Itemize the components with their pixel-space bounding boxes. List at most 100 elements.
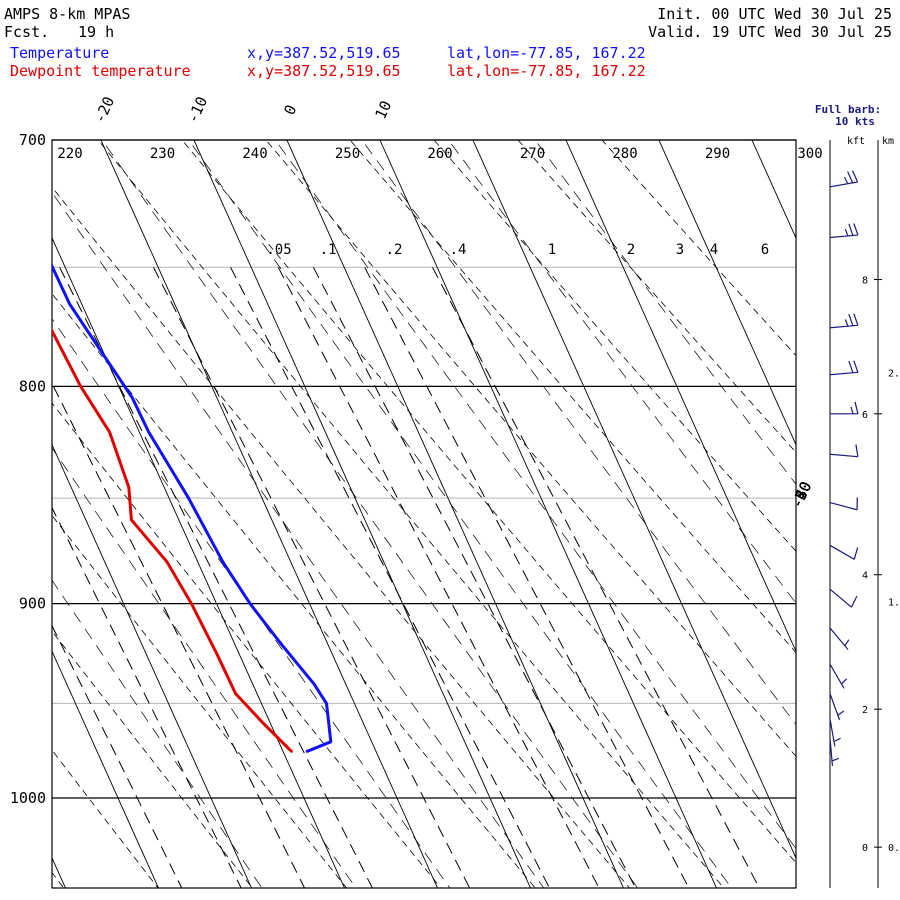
wind-barb-staff (829, 501, 858, 511)
dry-adiabat (52, 749, 159, 888)
wind-barb (829, 313, 859, 329)
wind-barb (829, 588, 858, 608)
isotherm-line (52, 856, 66, 888)
isotherm-line (52, 443, 252, 888)
mixing-ratio-line (52, 506, 242, 888)
dry-adiabat (52, 402, 442, 888)
theta-label: 270 (520, 146, 545, 162)
valid-time: Valid. 19 UTC Wed 30 Jul 25 (648, 23, 892, 41)
pressure-label: 700 (19, 131, 46, 149)
moist-adiabat (188, 140, 732, 888)
kft-tick-label: 8 (862, 276, 868, 287)
wind-barb-staff (829, 663, 845, 689)
mixing-ratio-label: .2 (386, 242, 403, 258)
wind-barb-half (844, 319, 849, 327)
dry-adiabat (52, 514, 348, 888)
isotherm-line (52, 236, 345, 888)
wind-barb (829, 663, 847, 689)
dry-adiabat (433, 140, 796, 552)
wind-barb (829, 444, 859, 458)
isotherm-line (658, 140, 796, 446)
dry-adiabat (517, 140, 796, 453)
theta-label: 300 (797, 146, 822, 162)
wind-barb-full (853, 223, 859, 236)
km-unit-label: km (882, 136, 894, 147)
moist-adiabat (52, 447, 357, 888)
isotherm-label: -10 (183, 94, 211, 126)
mixing-ratio-label: .4 (450, 242, 467, 258)
kft-tick-label: 0 (862, 843, 868, 854)
wind-barb-staff (829, 693, 841, 721)
wind-barb-staff (829, 544, 855, 560)
dry-adiabat (97, 140, 725, 888)
mixing-ratio-label: 2 (627, 242, 635, 258)
dry-adiabat (181, 140, 796, 864)
pressure-label: 1000 (10, 789, 46, 807)
mixing-ratio-line (52, 624, 183, 888)
isotherm-line (286, 140, 624, 888)
km-tick-label: 2. (888, 368, 900, 379)
dry-adiabat (265, 140, 796, 757)
isotherm-line (379, 140, 717, 888)
wind-barb-half (831, 757, 840, 762)
forecast-label: Fcst. (4, 23, 50, 41)
plot-frame (51, 139, 797, 889)
theta-label: 290 (705, 146, 730, 162)
theta-label: 230 (150, 146, 175, 162)
dry-adiabat (52, 186, 631, 888)
wind-barb-half (833, 737, 841, 743)
full-barb-title: Full barb: (815, 103, 881, 116)
full-barb-speed: 10 kts (835, 115, 875, 128)
wind-barb (830, 401, 859, 415)
mixing-ratio-line (312, 267, 637, 888)
theta-label: 250 (335, 146, 360, 162)
wind-barb-staff (829, 588, 852, 608)
wind-barb-half (841, 678, 847, 685)
dry-adiabat (52, 293, 536, 888)
isotherm-label: 10 (371, 98, 395, 122)
km-tick-label: 0. (888, 843, 900, 854)
mixing-ratio-line (364, 267, 690, 888)
wind-barb-staff (829, 181, 858, 188)
moist-adiabat (52, 579, 263, 888)
wind-barb-full (848, 223, 854, 236)
wind-barb-full (850, 595, 858, 608)
kft-tick-label: 6 (862, 410, 868, 421)
init-time: Init. 00 UTC Wed 30 Jul 25 (657, 5, 892, 23)
wind-barb-half (844, 228, 849, 237)
theta-label: 280 (612, 146, 637, 162)
isotherm-label: -30 (788, 479, 816, 511)
wind-barb-full (851, 170, 859, 183)
km-tick-label: 1. (888, 598, 900, 609)
theta-label: 240 (242, 146, 267, 162)
temperature-profile (52, 262, 333, 753)
theta-label: 220 (57, 146, 82, 162)
moist-adiabat (274, 140, 796, 850)
mixing-ratio-line (153, 267, 471, 888)
wind-barb (829, 544, 859, 560)
wind-barb-full (855, 444, 859, 457)
wind-barb-staff (829, 371, 858, 376)
mixing-ratio-label: 3 (676, 242, 684, 258)
mixing-ratio-label: 4 (710, 242, 718, 258)
wind-barb-full (847, 171, 854, 184)
wind-barb-staff (829, 627, 849, 650)
mixing-ratio-label: 1 (548, 242, 556, 258)
wind-barb (829, 627, 850, 650)
wind-barb-staff (829, 324, 858, 329)
dry-adiabat (601, 140, 796, 357)
model-title: AMPS 8-km MPAS (4, 5, 131, 23)
wind-barb-staff (829, 718, 836, 747)
wind-barb (829, 693, 845, 721)
isotherm-label: 0 (280, 102, 300, 118)
wind-barb-full (853, 547, 859, 560)
wind-barb-full (853, 313, 859, 326)
legend-dewpoint-label: Dewpoint temperature (10, 62, 191, 80)
pressure-label: 800 (19, 377, 46, 395)
mixing-ratio-label: .1 (320, 242, 337, 258)
legend-temperature-xy: x,y=387.52,519.65 (247, 44, 401, 62)
kft-tick-label: 4 (862, 571, 868, 582)
mixing-ratio-line (277, 267, 600, 888)
mixing-ratio-line (59, 267, 373, 888)
